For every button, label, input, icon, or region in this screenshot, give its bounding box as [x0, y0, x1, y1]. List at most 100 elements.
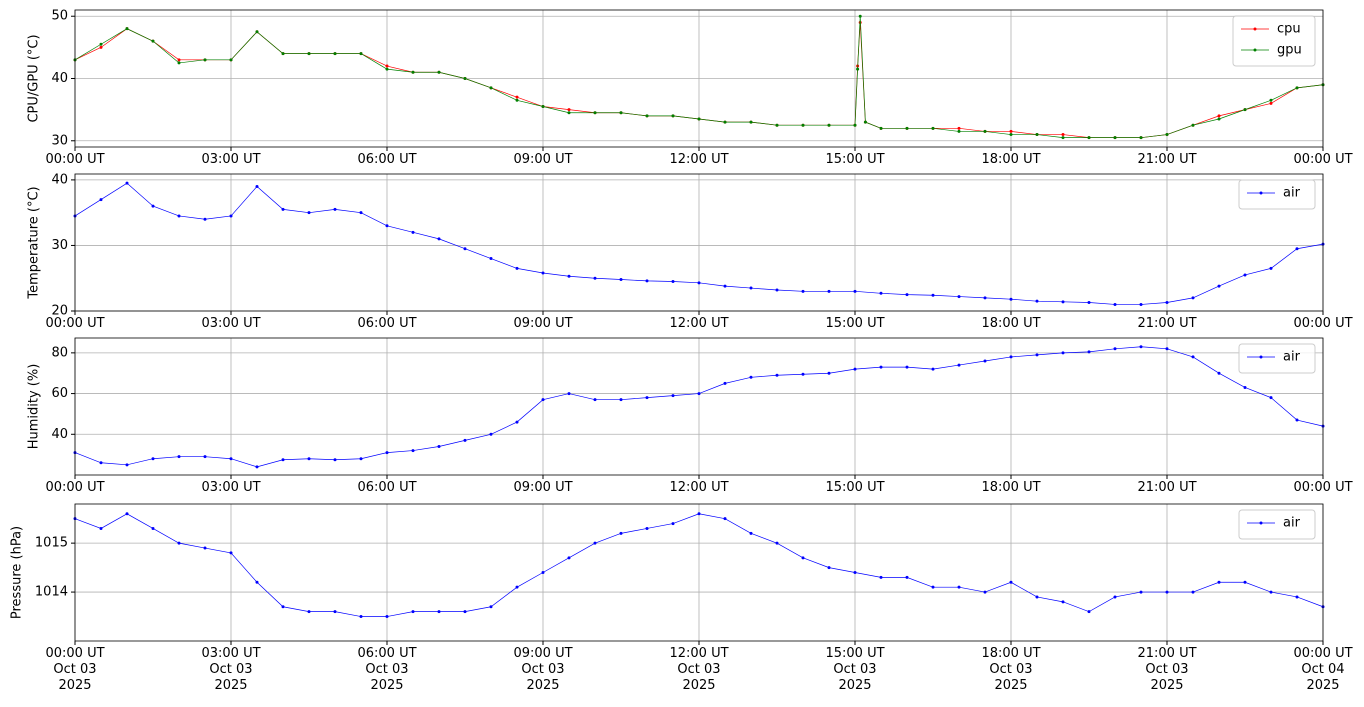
data-point — [541, 271, 545, 275]
x-tick-label: 00:00 UT — [1293, 316, 1353, 331]
data-point — [879, 575, 883, 579]
data-point — [567, 556, 571, 560]
data-point — [359, 52, 363, 56]
data-point — [931, 293, 935, 297]
data-point — [229, 551, 233, 555]
x-tick-label: 06:00 UT — [357, 316, 417, 331]
data-point — [1113, 136, 1117, 140]
x-tick-label: 21:00 UT — [1137, 152, 1197, 167]
data-point — [879, 365, 883, 369]
data-point — [1165, 347, 1169, 351]
data-point — [203, 455, 207, 459]
data-point — [177, 58, 181, 62]
data-point — [1269, 98, 1273, 102]
data-point — [515, 95, 519, 99]
data-point — [437, 70, 441, 74]
legend-label: air — [1283, 516, 1301, 531]
data-point — [489, 86, 493, 90]
data-point — [463, 77, 467, 80]
data-point — [697, 392, 701, 396]
data-point — [255, 30, 259, 34]
data-point — [541, 571, 545, 574]
data-point — [619, 111, 623, 115]
data-point — [151, 39, 155, 43]
axes-frame — [74, 337, 1324, 476]
data-point — [957, 363, 961, 367]
x-tick-label: 00:00 UT — [45, 152, 105, 167]
data-point — [281, 605, 285, 609]
data-point — [515, 585, 519, 589]
data-point — [125, 27, 129, 31]
data-point — [1061, 136, 1065, 140]
data-point — [385, 451, 389, 455]
data-point — [619, 398, 623, 402]
x-tick-label: 00:00 UT — [45, 480, 105, 495]
data-point — [1243, 108, 1247, 112]
data-point — [489, 605, 493, 609]
data-point — [853, 123, 857, 127]
data-point — [567, 111, 571, 115]
data-point — [177, 214, 181, 218]
legend-label: cpu — [1277, 22, 1301, 37]
data-point — [856, 67, 860, 71]
data-point — [489, 257, 493, 261]
data-point — [1087, 136, 1091, 140]
data-point — [1061, 351, 1065, 355]
data-point — [905, 575, 909, 579]
x-tick-label: 21:00 UT Oct 03 2025 — [1137, 646, 1197, 693]
legend-marker — [1259, 355, 1263, 359]
data-point — [931, 585, 935, 589]
data-point — [1113, 302, 1117, 306]
data-point — [203, 58, 207, 62]
data-point — [619, 531, 623, 535]
data-point — [333, 610, 337, 614]
y-tick-label: 80 — [51, 345, 68, 360]
x-tick-label: 00:00 UT — [1293, 480, 1353, 495]
data-point — [749, 286, 753, 290]
data-point — [1191, 123, 1195, 127]
data-point — [593, 111, 597, 115]
data-point — [307, 211, 311, 215]
data-point — [463, 247, 467, 251]
data-point — [1295, 86, 1299, 90]
data-point — [125, 463, 129, 467]
data-point — [1139, 136, 1143, 140]
data-point — [827, 566, 831, 570]
data-point — [931, 367, 935, 371]
data-point — [905, 126, 909, 130]
data-point — [307, 457, 311, 461]
data-point — [463, 438, 467, 442]
legend-marker — [1259, 521, 1263, 525]
data-point — [151, 204, 155, 208]
data-point — [1269, 396, 1273, 400]
legend-box — [1238, 343, 1316, 374]
data-point — [1061, 600, 1065, 604]
y-tick-label: 50 — [51, 9, 68, 24]
data-point — [645, 114, 649, 118]
data-point — [723, 120, 727, 124]
data-point — [853, 367, 857, 371]
data-point — [1087, 300, 1091, 304]
axes-frame — [74, 9, 1324, 148]
legend-box — [1232, 15, 1316, 67]
x-tick-label: 06:00 UT Oct 03 2025 — [357, 646, 417, 693]
x-tick-label: 12:00 UT Oct 03 2025 — [669, 646, 729, 693]
x-tick-label: 06:00 UT — [357, 152, 417, 167]
data-point — [853, 289, 857, 293]
data-point — [1009, 355, 1013, 359]
legend-box — [1238, 509, 1316, 540]
x-tick-label: 15:00 UT — [825, 152, 885, 167]
data-point — [1165, 133, 1169, 137]
data-point — [333, 52, 337, 56]
data-point — [645, 279, 649, 283]
x-tick-label: 18:00 UT Oct 03 2025 — [981, 646, 1041, 693]
data-point — [229, 58, 233, 62]
legend-label: air — [1283, 186, 1301, 201]
data-point — [775, 288, 779, 292]
data-point — [879, 291, 883, 295]
data-point — [957, 585, 961, 589]
data-point — [593, 541, 597, 545]
data-point — [749, 531, 753, 535]
data-point — [1217, 117, 1221, 121]
data-point — [671, 394, 675, 398]
